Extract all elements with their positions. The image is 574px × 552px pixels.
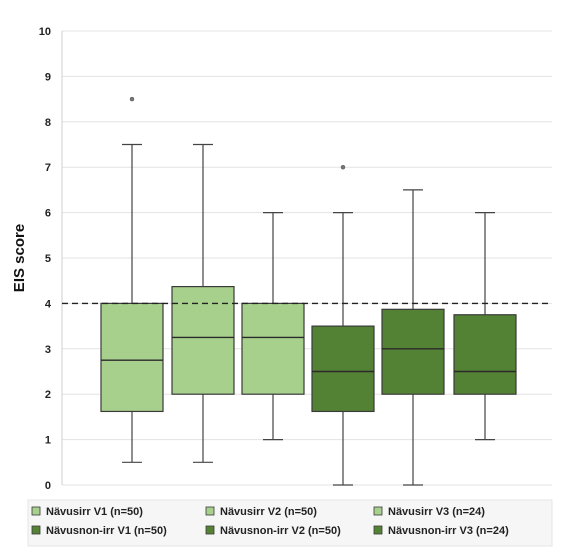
y-tick-label: 7 <box>45 162 51 174</box>
legend-label: Nävusnon-irr V3 (n=24) <box>388 525 509 537</box>
legend-label: Nävusirr V2 (n=50) <box>220 506 317 518</box>
legend-label: Nävusnon-irr V1 (n=50) <box>46 525 167 537</box>
legend-label: Nävusnon-irr V2 (n=50) <box>220 525 341 537</box>
gridlines <box>62 30 552 486</box>
legend-item: Nävusirr V3 (n=24) <box>373 506 485 518</box>
box-series <box>100 96 517 486</box>
box-group <box>100 96 164 463</box>
y-tick-label: 2 <box>45 389 51 401</box>
box-group <box>453 212 517 441</box>
legend-swatch <box>205 506 215 516</box>
legend-swatch <box>373 525 383 535</box>
legend-item: Nävusnon-irr V3 (n=24) <box>373 525 509 537</box>
y-tick-label: 9 <box>45 71 51 83</box>
y-tick-label: 0 <box>45 480 51 492</box>
legend-item: Nävusirr V1 (n=50) <box>31 506 143 518</box>
legend-label: Nävusirr V3 (n=24) <box>388 506 485 518</box>
iqr-box <box>100 302 164 413</box>
legend-box <box>27 499 553 547</box>
box-group <box>381 189 445 486</box>
legend: Nävusirr V1 (n=50) Nävusirr V2 (n=50) Nävu… <box>27 499 553 547</box>
legend-label: Nävusirr V1 (n=50) <box>46 506 143 518</box>
y-tick-label: 4 <box>45 298 52 310</box>
y-tick-label: 1 <box>45 435 51 447</box>
outlier-point <box>129 96 135 102</box>
iqr-box <box>453 314 517 395</box>
legend-swatch <box>205 525 215 535</box>
y-tick-label: 8 <box>45 117 51 129</box>
iqr-box <box>171 286 235 395</box>
legend-swatch <box>31 506 41 516</box>
box-group <box>311 164 375 486</box>
iqr-box <box>241 302 305 395</box>
y-tick-label: 5 <box>45 253 51 265</box>
legend-swatch <box>373 506 383 516</box>
legend-item: Nävusnon-irr V2 (n=50) <box>205 525 341 537</box>
y-axis-title: EIS score <box>11 224 28 292</box>
y-tick-label: 6 <box>45 208 51 220</box>
iqr-box <box>311 325 375 413</box>
y-tick-label: 3 <box>45 344 51 356</box>
iqr-box <box>381 308 445 395</box>
y-tick-label: 10 <box>39 26 51 38</box>
box-group <box>241 212 305 441</box>
legend-item: Nävusirr V2 (n=50) <box>205 506 317 518</box>
legend-item: Nävusnon-irr V1 (n=50) <box>31 525 167 537</box>
legend-swatch <box>31 525 41 535</box>
outlier-point <box>340 164 346 170</box>
y-axis-tick-labels: 0 1 2 3 4 5 6 7 8 9 10 <box>39 26 52 492</box>
box-group <box>171 143 235 463</box>
